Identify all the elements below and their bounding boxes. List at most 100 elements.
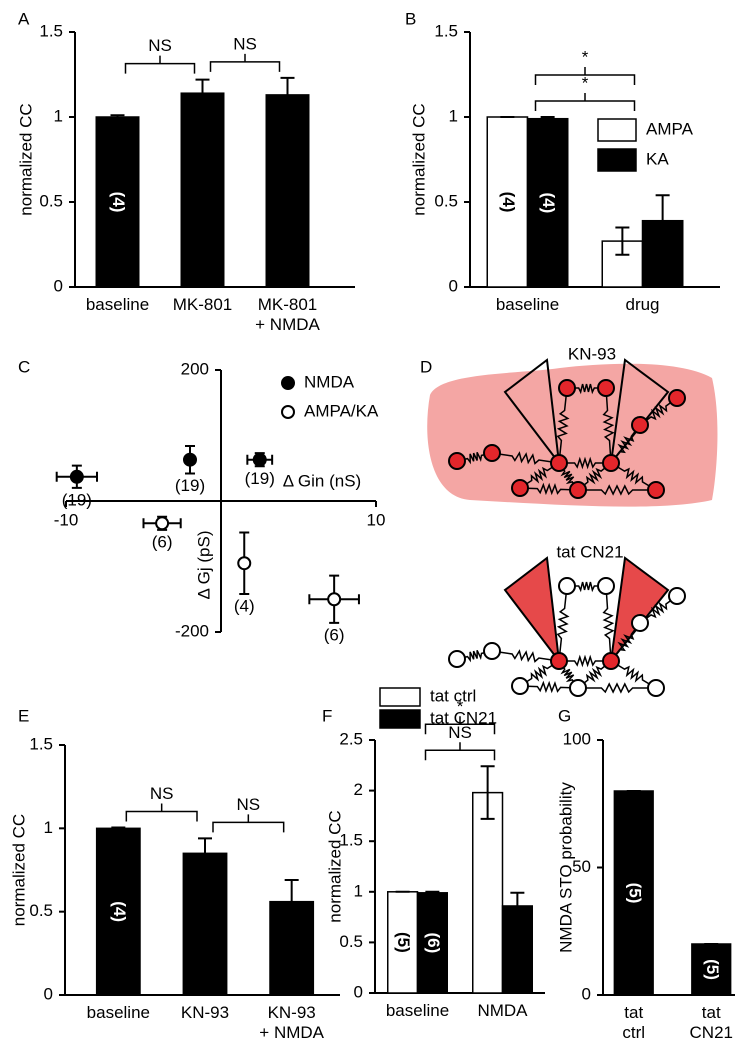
coupling-spring xyxy=(610,622,641,662)
x-tick-label: baseline xyxy=(86,1003,150,1022)
n-label: (4) xyxy=(109,192,128,213)
legend-label: tat CN21 xyxy=(430,708,497,727)
legend-swatch xyxy=(379,709,421,729)
coupling-spring xyxy=(578,484,656,496)
coupling-spring xyxy=(567,383,606,395)
coupling-spring xyxy=(519,660,560,687)
y-tick-label: 100 xyxy=(563,729,591,748)
coupling-spring xyxy=(456,649,493,663)
y-tick-label: 2.5 xyxy=(339,729,363,748)
point xyxy=(327,592,342,607)
legend-label: tat ctrl xyxy=(430,686,476,705)
cell-node xyxy=(602,652,620,670)
x-tick-label: baseline xyxy=(385,1001,450,1020)
coupling-spring xyxy=(559,456,611,470)
cell-node xyxy=(448,452,466,470)
y-tick-label: 0 xyxy=(449,276,458,295)
coupling-spring xyxy=(610,462,657,491)
y-tick-label: 0 xyxy=(354,982,363,1001)
coupling-spring xyxy=(602,585,615,662)
comparison-bracket xyxy=(424,716,496,735)
y-tick-label: 0.5 xyxy=(434,191,458,210)
point xyxy=(183,452,197,467)
coupling-spring xyxy=(558,660,579,689)
wedge xyxy=(503,556,561,665)
bar xyxy=(387,891,419,994)
bar xyxy=(691,943,732,996)
y-axis-label: normalized CC xyxy=(16,103,35,215)
legend-swatch xyxy=(379,687,421,707)
y-tick-label: 0.5 xyxy=(29,901,53,920)
y-tick-label: 1.5 xyxy=(434,21,458,40)
legend-label: AMPA/KA xyxy=(304,401,379,420)
error-bar xyxy=(540,116,555,122)
bar xyxy=(265,94,310,288)
legend-marker xyxy=(281,376,295,390)
bar xyxy=(95,827,141,996)
y-tick-label: 1.5 xyxy=(39,21,63,40)
y-tick-label: 0 xyxy=(582,984,591,1003)
x-tick-label: MK-801 + NMDA xyxy=(255,295,320,334)
bar xyxy=(180,92,225,288)
x-tick-label: tat ctrl xyxy=(622,1003,646,1042)
comparison-label: * xyxy=(582,73,589,92)
n-label: (19) xyxy=(175,476,205,495)
coupling-spring xyxy=(558,462,579,491)
n-label: (4) xyxy=(110,901,129,922)
cell-node xyxy=(550,652,568,670)
n-label: (4) xyxy=(234,596,255,615)
cell-node xyxy=(483,444,501,462)
cell-node xyxy=(647,679,665,697)
bar xyxy=(269,900,315,996)
legend-label: AMPA xyxy=(646,119,694,138)
y-axis-label: normalized CC xyxy=(9,814,28,926)
inhibitor-region xyxy=(427,363,718,507)
y-tick-label: 0.5 xyxy=(39,191,63,210)
cell-node xyxy=(647,481,665,499)
comparison-label: * xyxy=(457,697,464,716)
error-bar xyxy=(198,837,212,870)
panel-letter: D xyxy=(420,357,432,376)
cell-node xyxy=(569,481,587,499)
error-bar xyxy=(615,226,630,256)
n-label: (4) xyxy=(499,192,518,213)
cell-node xyxy=(511,479,529,497)
y-axis-label: normalized CC xyxy=(409,103,428,215)
cell-node xyxy=(550,454,568,472)
x-tick-label: KN-93 + NMDA xyxy=(259,1003,325,1042)
coupling-spring xyxy=(556,387,570,464)
n-label: (6) xyxy=(324,625,345,644)
comparison-label: * xyxy=(582,47,589,66)
y-tick-label: 0 xyxy=(54,276,63,295)
comparison-label: NS xyxy=(148,36,172,55)
n-label: (5) xyxy=(625,883,644,904)
y-tick-label: 0 xyxy=(44,984,53,1003)
comparison-label: NS xyxy=(237,795,261,814)
coupling-spring xyxy=(519,482,579,496)
cell-node xyxy=(569,679,587,697)
wedge xyxy=(503,358,561,467)
coupling-spring xyxy=(577,462,612,491)
y-tick-label: 50 xyxy=(572,857,591,876)
legend-marker xyxy=(281,405,295,419)
y-tick-label: 1 xyxy=(44,818,53,837)
y-tick-label: 200 xyxy=(181,359,209,378)
diagram-label: KN-93 xyxy=(568,344,616,363)
n-label: (19) xyxy=(62,490,92,509)
n-label: (6) xyxy=(152,532,173,551)
coupling-spring xyxy=(559,654,611,668)
legend-swatch xyxy=(597,118,637,142)
coupling-spring xyxy=(610,660,657,689)
x-tick-label: drug xyxy=(625,295,660,314)
y-tick-label: 1 xyxy=(54,106,63,125)
coupling-spring xyxy=(602,387,615,464)
error-bar xyxy=(284,879,299,925)
coupling-spring xyxy=(491,451,560,465)
comparison-label: NS xyxy=(448,723,472,742)
error-bar xyxy=(510,891,525,921)
error-bar xyxy=(111,826,126,831)
cell-node xyxy=(668,389,686,407)
panel-letter: E xyxy=(18,706,29,725)
coupling-spring xyxy=(639,595,678,624)
